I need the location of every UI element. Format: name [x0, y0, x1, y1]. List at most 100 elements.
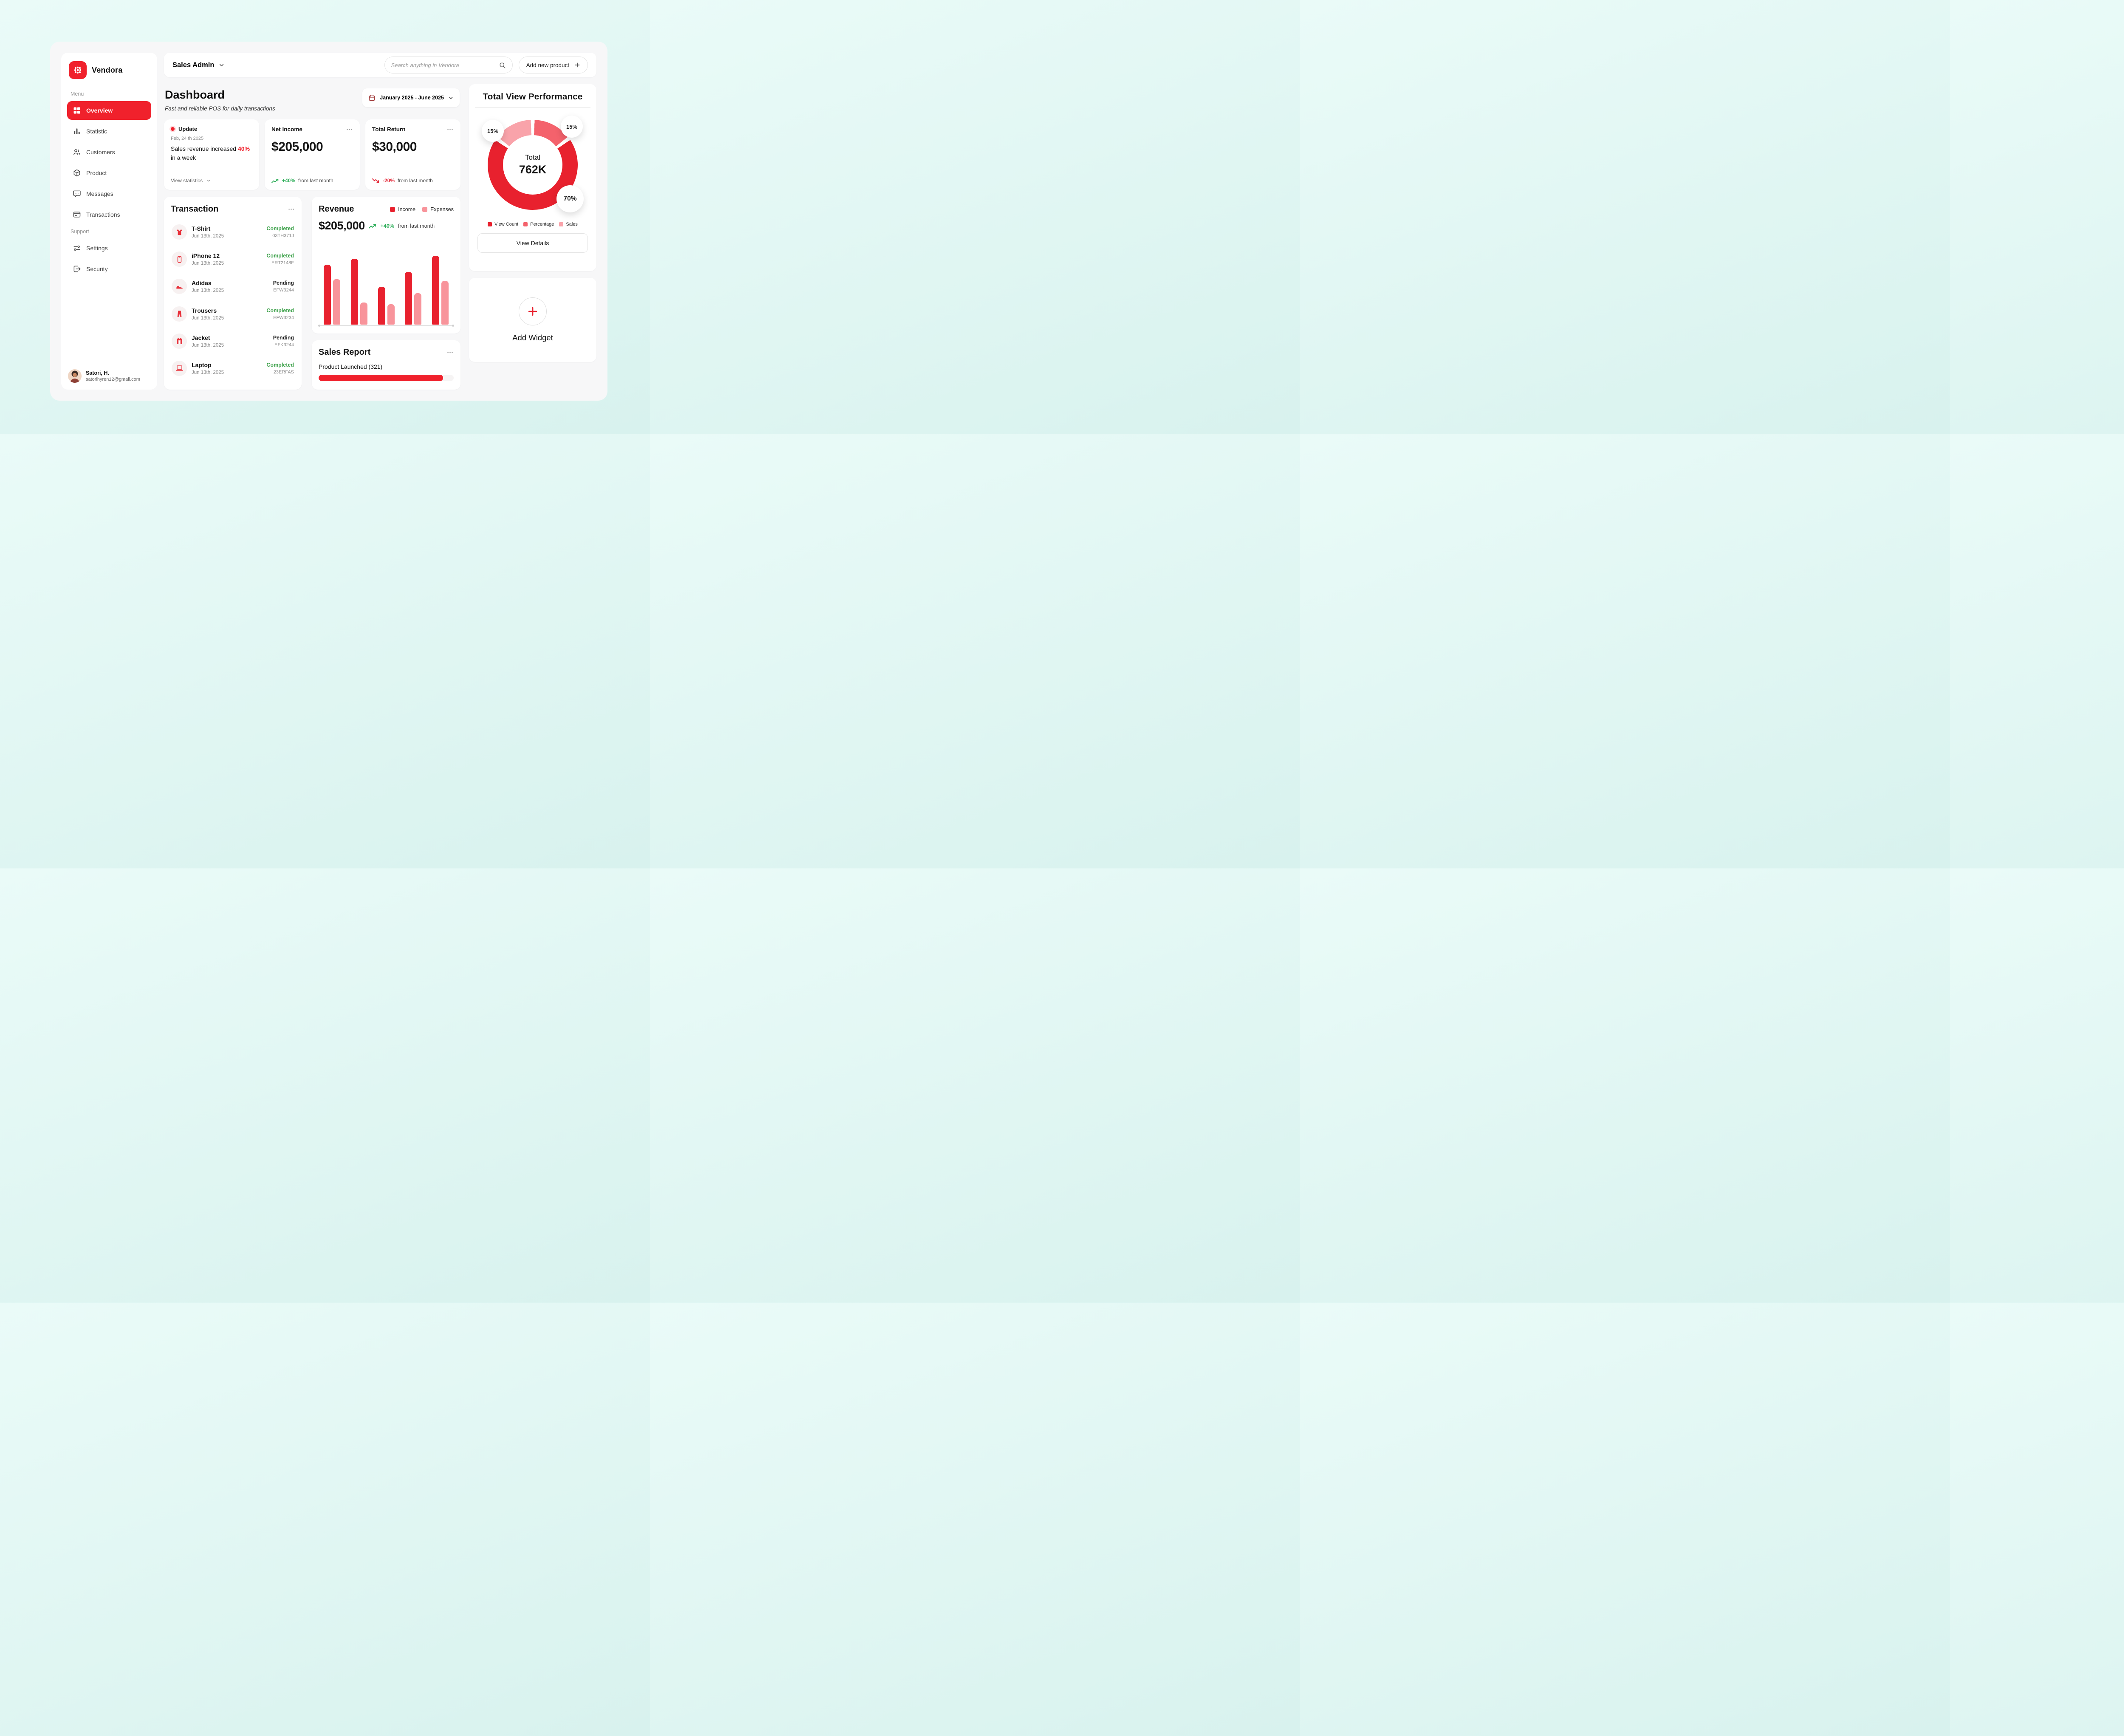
app-name: Vendora [92, 65, 123, 74]
search-icon[interactable] [499, 62, 506, 69]
transaction-code: 23ERFAS [273, 369, 294, 375]
transaction-row[interactable]: iPhone 12 Jun 13th, 2025 Completed ERT21… [171, 250, 295, 269]
chart-baseline [318, 324, 454, 327]
calendar-icon [369, 94, 375, 101]
chevron-down-icon [220, 64, 224, 66]
update-dot-icon [171, 127, 175, 131]
page-subtitle: Fast and reliable POS for daily transact… [165, 105, 275, 112]
date-range-selector[interactable]: January 2025 - June 2025 [362, 88, 460, 107]
trend-up-icon [271, 178, 279, 183]
sidebar-item-label: Customers [86, 149, 115, 156]
transaction-row[interactable]: Jacket Jun 13th, 2025 Pending EFK3244 [171, 332, 295, 351]
net-income-card: Net Income $205,000 +40% from last month [265, 119, 360, 190]
transaction-status: Completed [266, 307, 294, 314]
sales-report-title: Sales Report [319, 348, 371, 357]
jacket-icon [172, 333, 187, 349]
donut-badge-view-count: 70% [556, 185, 584, 212]
content-column: Dashboard Fast and reliable POS for dail… [164, 84, 460, 390]
sidebar-item-label: Settings [86, 245, 108, 252]
total-return-note: from last month [398, 178, 433, 184]
transaction-date: Jun 13th, 2025 [192, 234, 224, 239]
transaction-date: Jun 13th, 2025 [192, 342, 224, 348]
sidebar-item-settings[interactable]: Settings [67, 239, 151, 257]
user-email: satorihyren12@gmail.com [86, 377, 140, 382]
add-widget-button[interactable] [519, 297, 547, 325]
total-return-title: Total Return [372, 126, 406, 133]
legend-item-income: Income [390, 206, 415, 212]
bar-income [324, 264, 331, 325]
laptop-icon [172, 360, 187, 376]
tshirt-icon [172, 224, 187, 240]
brand: Vendora [67, 60, 151, 88]
bar-expenses [387, 304, 395, 325]
user-profile[interactable]: Satori, H. satorihyren12@gmail.com [67, 365, 151, 383]
transaction-date: Jun 13th, 2025 [192, 261, 224, 266]
net-income-delta: +40% [282, 178, 296, 184]
sidebar: Vendora Menu Overview Statistic Customer… [61, 53, 157, 390]
transaction-name: Trousers [192, 307, 217, 314]
sidebar-item-label: Product [86, 170, 107, 176]
main-area: Sales Admin Add new product Dashboa [164, 53, 596, 390]
sidebar-item-label: Overview [86, 107, 113, 114]
add-new-product-button[interactable]: Add new product [518, 57, 588, 74]
legend-item-percentage: Percentage [523, 222, 554, 227]
users-icon [73, 149, 80, 155]
chat-bubble-icon [73, 190, 81, 198]
trend-up-icon [368, 223, 376, 229]
update-message: Sales revenue increased 40% in a week [171, 145, 250, 161]
menu-section-label: Menu [71, 91, 84, 97]
add-widget-label: Add Widget [512, 333, 553, 342]
transaction-list: T-Shirt Jun 13th, 2025 Completed 03TH371… [171, 218, 295, 382]
transaction-row[interactable]: Adidas Jun 13th, 2025 Pending EFW3244 [171, 277, 295, 296]
view-details-button[interactable]: View Details [477, 233, 588, 253]
sidebar-item-statistic[interactable]: Statistic [67, 122, 151, 141]
sales-progress-track [319, 375, 454, 381]
ellipsis-icon [347, 129, 352, 130]
bar-chart-icon [74, 128, 80, 134]
view-statistics-link[interactable]: View statistics [171, 178, 252, 184]
performance-card: Total View Performance Total 762K 15% 15… [469, 84, 596, 271]
revenue-bar-chart [319, 252, 454, 325]
total-return-delta: -20% [383, 178, 395, 184]
sidebar-item-product[interactable]: Product [67, 164, 151, 182]
sidebar-item-security[interactable]: Security [67, 260, 151, 278]
transaction-name: Laptop [192, 361, 212, 368]
role-selector[interactable]: Sales Admin [172, 61, 225, 69]
role-label: Sales Admin [172, 61, 215, 69]
bar-income [350, 259, 358, 325]
transaction-row[interactable]: Trousers Jun 13th, 2025 Completed EFW323… [171, 305, 295, 323]
add-widget-card[interactable]: Add Widget [469, 278, 596, 362]
more-options-button[interactable] [346, 126, 353, 133]
sidebar-item-overview[interactable]: Overview [67, 101, 151, 120]
lower-row: Transaction T-Shirt J [164, 197, 460, 390]
sidebar-item-messages[interactable]: Messages [67, 184, 151, 203]
transaction-name: Jacket [192, 334, 210, 341]
sidebar-item-transactions[interactable]: Transactions [67, 205, 151, 224]
more-options-button[interactable] [446, 126, 454, 133]
update-badge: Update [178, 126, 198, 132]
more-options-button[interactable] [288, 206, 295, 213]
revenue-title: Revenue [319, 204, 354, 214]
transaction-row[interactable]: Laptop Jun 13th, 2025 Completed 23ERFAS [171, 359, 295, 378]
transaction-title: Transaction [171, 204, 219, 214]
ellipsis-icon [447, 129, 453, 130]
date-range-label: January 2025 - June 2025 [380, 95, 444, 101]
sales-report-item-label: Product Launched (321) [319, 363, 383, 370]
ellipsis-icon [447, 352, 453, 353]
more-options-button[interactable] [446, 349, 454, 356]
transaction-code: ERT2148F [271, 260, 294, 266]
revenue-note: from last month [398, 223, 435, 229]
receipt-icon [73, 212, 81, 218]
transaction-row[interactable]: T-Shirt Jun 13th, 2025 Completed 03TH371… [171, 223, 295, 241]
bar-group [350, 252, 367, 325]
chevron-down-icon [207, 179, 210, 182]
search-input[interactable] [391, 62, 494, 68]
transaction-name: T-Shirt [192, 225, 211, 232]
sidebar-item-customers[interactable]: Customers [67, 143, 151, 161]
total-return-value: $30,000 [372, 140, 417, 154]
net-income-value: $205,000 [271, 140, 323, 154]
income-swatch-icon [390, 206, 395, 212]
sales-progress-fill [319, 375, 443, 381]
donut-center-label: Total [525, 153, 540, 161]
revenue-chart [318, 232, 454, 327]
